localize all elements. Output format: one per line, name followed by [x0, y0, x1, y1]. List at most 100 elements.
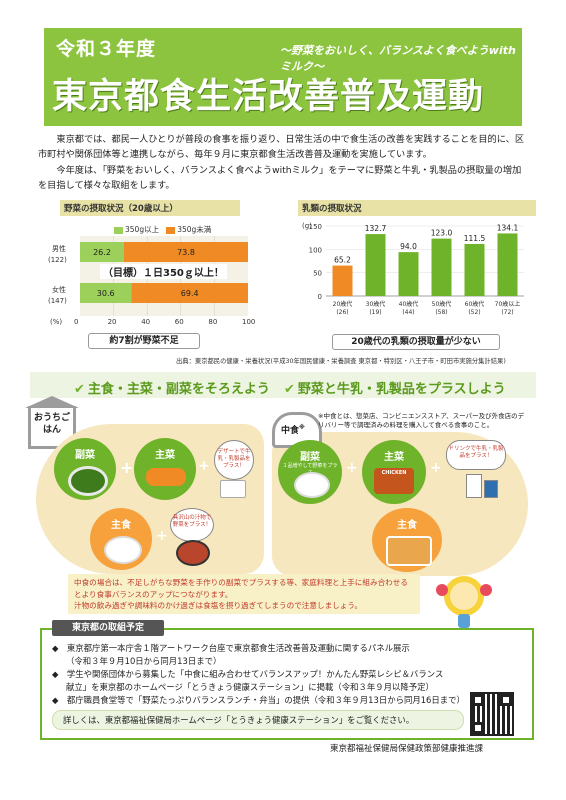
title-banner: 令和３年度 ～野菜をおいしく、バランスよく食べようwithミルク～ 東京都食生活… [44, 28, 522, 126]
veg-tick-label: 80 [208, 318, 218, 326]
advice-line-3: 汁物の飲み過ぎや調味料のかけ過ぎは食塩を摂り過ぎてしまうので注意しましょう。 [74, 601, 363, 610]
milk-chart: 0 50 100 150 65.2 20歳代(26) 132.7 30歳代(19) 94.0 40… [309, 223, 524, 316]
section-title-1: ✔ 主食・主菜・副菜をそろえよう [74, 378, 270, 397]
milk-category-label: 70歳以上 [495, 300, 521, 308]
milk-category-label: 40歳代 [399, 300, 419, 308]
nakashoku-drink-bubble: ドリンクで牛乳・乳製品をプラス！ [446, 440, 506, 470]
mascot-petal [480, 584, 492, 596]
milk-value-label: 134.1 [497, 223, 519, 232]
advice-box: 中食の場合は、不足しがちな野菜を手作りの副菜でプラスする等、家庭料理と上手に組み… [68, 574, 420, 614]
milk-carton-icon [466, 474, 482, 498]
home-tag: おうちごはん [33, 413, 70, 435]
veg-bar-350-under [131, 283, 248, 303]
subtitle: ～野菜をおいしく、バランスよく食べようwithミルク～ [280, 44, 516, 73]
plans-title: 東京都の取組予定 [52, 620, 164, 636]
home-shusai-dish: 主菜 [134, 438, 196, 500]
home-shusai-label: 主菜 [155, 450, 175, 461]
plan-item: ◆ 東京都庁第一本庁舎１階アートワーク台座で東京都食生活改善普及運動に関するパネ… [52, 643, 410, 653]
plus-icon: + [346, 460, 358, 476]
milk-caption: 20歳代の乳類の摂取量が少ない [332, 334, 500, 350]
milk-category-count: (72) [501, 309, 513, 316]
detail-link-text[interactable]: 詳しくは、東京都福祉保健局ホームページ「とうきょう健康ステーション」をご覧くださ… [52, 710, 464, 730]
veg-tick-label: 0 [74, 318, 79, 326]
home-shushoku-label: 主食 [111, 520, 131, 531]
milk-value-label: 123.0 [431, 229, 453, 238]
plan-item-cont: （令和３年９月10日から同月13日まで） [66, 656, 222, 666]
veg-caption: 約7割が野菜不足 [88, 333, 200, 349]
home-fukusai-dish: 副菜 [54, 438, 116, 500]
milk-y-tick: 50 [313, 270, 322, 278]
nakashoku-tag-text: 中食 [281, 426, 300, 436]
veg-goal: （目標）１日350ｇ以上！ [100, 264, 227, 279]
salad-icon [294, 472, 330, 498]
veg-unit: (%) [50, 318, 63, 326]
qr-code-icon[interactable] [470, 692, 514, 736]
veg-legend: 350g以上 350g未満 [114, 224, 211, 235]
plus-icon: + [198, 458, 210, 474]
milk-bar [398, 252, 419, 296]
veg-bar-350-over [80, 283, 132, 303]
milk-category-label: 60歳代 [465, 300, 485, 308]
section-title-1-text: 主食・主菜・副菜をそろえよう [87, 382, 270, 397]
milk-chart-title: 乳類の摂取状況 [298, 200, 536, 216]
plan-item-text: 学生や関係団体から募集した「中食に組み合わせてバランスアップ！かんたん野菜レシピ… [66, 669, 444, 679]
milk-category-label: 50歳代 [432, 300, 452, 308]
milk-value-label: 94.0 [400, 242, 417, 251]
nakashoku-shusai-label: 主菜 [384, 452, 404, 463]
veg-tick-label: 20 [107, 318, 117, 326]
page-title: 東京都食生活改善普及運動 [52, 77, 485, 117]
intro-paragraph-1: 東京都では、都民一人ひとりが普段の食事を振り返り、日常生活の中で食生活の改善を実… [38, 134, 525, 160]
nakashoku-note: ※中食とは、惣菜店、コンビニエンスストア、スーパー及び外食店のデリバリー等で調理… [318, 412, 525, 429]
home-shushoku-dish: 主食 [90, 508, 152, 570]
legend-label-1: 350g以上 [125, 225, 160, 234]
milk-value-label: 65.2 [334, 256, 351, 265]
nakashoku-shushoku-dish: 主食 [372, 508, 442, 572]
soup-bowl-icon [176, 540, 210, 566]
qr-finder [472, 722, 484, 734]
plans-list: ◆ 東京都庁第一本庁舎１階アートワーク台座で東京都食生活改善普及運動に関するパネ… [52, 642, 522, 707]
mascot-face [450, 582, 478, 610]
nakashoku-tag: 中食※ [281, 423, 305, 436]
nakashoku-mark: ※ [299, 424, 305, 431]
qr-finder [500, 694, 512, 706]
home-soup-bubble: 具沢山の汁物で野菜をプラス！ [170, 508, 214, 542]
drink-icon [484, 480, 498, 498]
plan-item: ◆ 都庁職員食堂等で「野菜たっぷりバランスランチ・弁当」の提供（令和３年９月13… [52, 695, 465, 705]
veg-bar-350-over [80, 242, 125, 262]
footer-department: 東京都福祉保健局保健政策部健康推進課 [330, 744, 484, 754]
check-icon: ✔ [284, 382, 295, 397]
section-title-2: ✔ 野菜と牛乳・乳製品をプラスしよう [284, 378, 506, 397]
bento-icon [386, 536, 432, 566]
milk-y-unit: (g) [302, 222, 312, 230]
yogurt-icon [220, 480, 246, 498]
milk-category-count: (52) [468, 309, 480, 316]
plan-item-text: 東京都庁第一本庁舎１階アートワーク台座で東京都食生活改善普及運動に関するパネル展… [66, 643, 410, 653]
veg-tick-label: 40 [141, 318, 151, 326]
home-fukusai-label: 副菜 [75, 450, 95, 461]
vegetable-icon [68, 466, 108, 496]
milk-y-tick: 0 [318, 293, 322, 301]
home-dessert-bubble: デザートで牛乳・乳製品をプラス！ [214, 440, 254, 480]
chicken-box-icon: CHICKEN [374, 468, 414, 494]
veg-row-label-female: 女性 [52, 286, 66, 294]
qr-finder [472, 694, 484, 706]
veg-row-label-male: 男性 [52, 245, 66, 253]
milk-category-count: (58) [435, 309, 447, 316]
milk-bar [332, 265, 353, 296]
veg-chart: 26.2 73.8 30.6 69.4 [80, 236, 248, 316]
nakashoku-fukusai-dish: 副菜 １品増やして野菜をプラス [278, 440, 342, 504]
veg-row-n-female: (147) [48, 297, 67, 305]
veg-value-label: 73.8 [177, 248, 195, 257]
veg-value-label: 69.4 [181, 289, 199, 298]
legend-label-2: 350g未満 [177, 225, 212, 234]
veg-row-n-male: (122) [48, 256, 67, 264]
milk-category-count: (44) [402, 309, 414, 316]
advice-text: 中食の場合は、不足しがちな野菜を手作りの副菜でプラスする等、家庭料理と上手に組み… [74, 577, 422, 612]
milk-value-label: 132.7 [365, 224, 387, 233]
plus-icon: + [430, 460, 442, 476]
veg-bar-350-under [124, 242, 248, 262]
year-label: 令和３年度 [56, 38, 157, 60]
milk-bar [431, 238, 452, 296]
intro-paragraph-2: 今年度は、「野菜をおいしく、バランスよく食べようwithミルク」をテーマに野菜と… [38, 165, 522, 191]
milk-category-count: (26) [336, 309, 348, 316]
